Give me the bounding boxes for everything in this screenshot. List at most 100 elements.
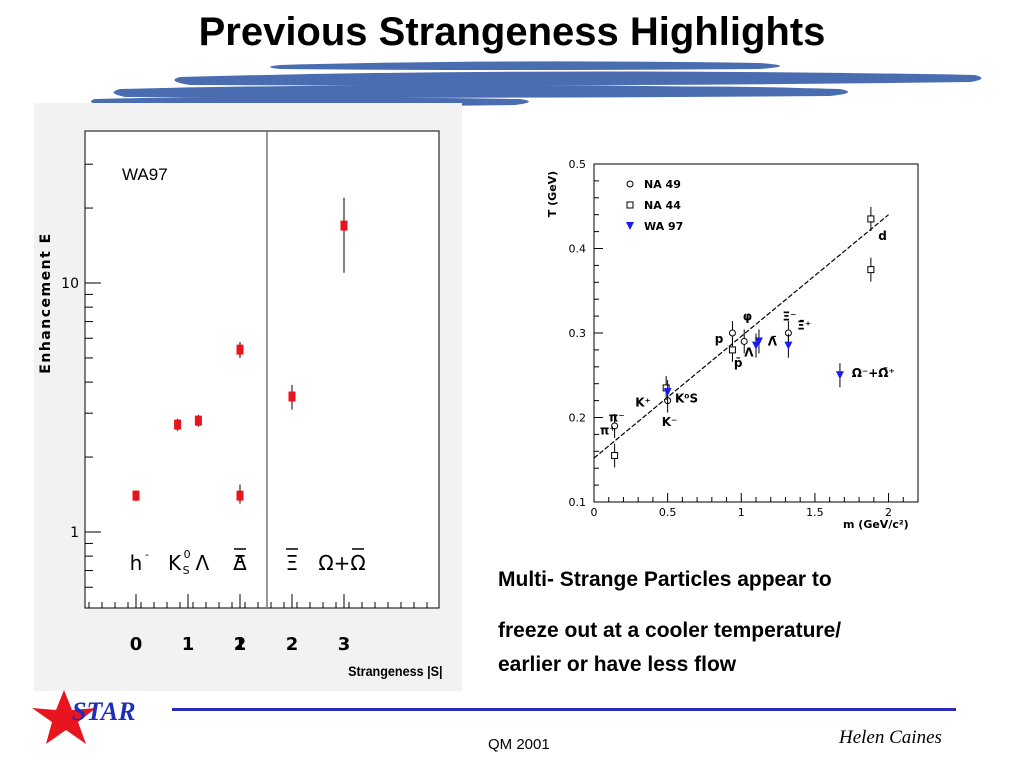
particle-label: Λ (233, 551, 247, 575)
data-point (132, 490, 140, 501)
particle-label: Ω⁻+Ω̄⁺ (852, 366, 895, 380)
temperature-plot-area (593, 163, 919, 503)
particle-label-superscript: - (145, 548, 149, 561)
particle-label: Ω+Ω (318, 551, 365, 575)
particle-label: π⁺ (600, 423, 616, 437)
particle-label: K⁺ (635, 396, 651, 410)
footer-rule (172, 708, 956, 711)
na49-point (611, 422, 619, 430)
x-tick-label: 1 (182, 634, 195, 655)
particle-label: Ξ (286, 551, 299, 575)
particle-label: Ξ̄⁺ (797, 319, 811, 333)
particle-label: φ (743, 309, 752, 323)
y-tick-label: 0.4 (569, 243, 587, 256)
y-tick-label: 1 (70, 525, 79, 541)
y-tick-label: 0.2 (569, 412, 587, 425)
enhancement-chart-frame (84, 130, 440, 609)
na49-point (740, 337, 748, 345)
temperature-vs-mass-chart: 0 0.5 1 1.5 2 0.1 0.2 0.3 0.4 0.5 π⁺π⁻ K⁺ K⁰S K⁻ p p̄ φ… (530, 150, 930, 530)
decorative-brush-strokes (91, 61, 982, 107)
legend-entry: NA 44 (644, 199, 681, 212)
x-tick-label: 1 (234, 634, 247, 655)
temperature-chart-ticks (593, 163, 919, 503)
x-tick-label: 3 (338, 634, 351, 655)
na44-point (728, 346, 736, 354)
wa97-annotation: WA97 (122, 165, 168, 184)
particle-label: Ξ (234, 551, 247, 575)
temperature-chart-fit-line (593, 214, 889, 459)
particle-label: Ξ⁻ (783, 309, 797, 323)
enhancement-x-tick-labels: 0 1 21 2 3 (130, 634, 351, 655)
wa97-point (663, 388, 672, 397)
enhancement-y-axis-label: Enhancement E (38, 232, 54, 373)
particle-label: Λ̄ (768, 335, 778, 349)
enhancement-plot-area (84, 130, 440, 609)
linear-fit (593, 214, 889, 459)
particle-label: Λ (744, 346, 754, 360)
temperature-x-axis-label: m (GeV/c²) (843, 518, 909, 530)
wa97-point (835, 371, 844, 380)
wa97-point (752, 341, 760, 350)
particle-label-subscript: S (183, 564, 190, 577)
y-tick-label: 0.3 (569, 327, 587, 340)
enhancement-chart: Enhancement E WA97 Strangeness |S| 110 0… (34, 103, 462, 691)
particle-label: K⁻ (662, 415, 678, 429)
na49-point (728, 329, 736, 337)
x-tick-label: 1.5 (806, 506, 824, 519)
data-point (288, 391, 296, 402)
temperature-chart-tick-labels: 0 0.5 1 1.5 2 0.1 0.2 0.3 0.4 0.5 (569, 158, 893, 519)
particle-label: K (168, 551, 182, 575)
particle-label-superscript: 0 (184, 548, 191, 561)
y-tick-label: 0.1 (569, 496, 587, 509)
legend-circle-marker (626, 180, 634, 188)
data-point (174, 419, 182, 430)
na44-point (611, 452, 619, 460)
wa97-point (754, 337, 763, 346)
enhancement-x-axis-label: Strangeness |S| (348, 663, 442, 679)
y-tick-label: 0.5 (569, 158, 587, 171)
footer-author: Helen Caines (839, 727, 942, 748)
particle-label: h (130, 551, 143, 575)
enhancement-chart-points (132, 197, 348, 504)
legend-entry: NA 49 (644, 178, 681, 191)
footer-conference: QM 2001 (488, 736, 550, 753)
particle-label: p̄ (734, 356, 743, 370)
x-tick-label: 1 (738, 506, 745, 519)
temperature-chart-points (611, 206, 875, 468)
caption-line-2: freeze out at a cooler temperature/ (498, 619, 842, 642)
particle-label: π⁻ (609, 411, 625, 425)
data-point (340, 220, 348, 231)
x-tick-label: 0 (130, 634, 143, 655)
particle-label: p (715, 332, 724, 346)
data-point (236, 344, 244, 355)
legend-triangle-marker (626, 222, 634, 230)
na44-point (867, 266, 875, 274)
na44-point (867, 215, 875, 223)
particle-label: K⁰S (675, 391, 698, 405)
slide-title: Previous Strangeness Highlights (198, 10, 826, 54)
y-tick-label: 10 (61, 276, 79, 292)
star-icon (32, 690, 96, 744)
caption-line-1: Multi- Strange Particles appear to (498, 568, 832, 591)
enhancement-particle-labels: h - K 0S Λ ΞΛ Ξ Ω+Ω (130, 548, 366, 577)
star-logo-text: STAR (72, 697, 136, 726)
particle-label: d (878, 229, 887, 243)
legend-entry: WA 97 (644, 220, 683, 233)
temperature-chart-particle-labels: π⁺π⁻ K⁺ K⁰S K⁻ p p̄ φ Λ Λ̄ Ξ⁻Ξ̄⁺ d Ω⁻+Ω̄⁺ (600, 229, 895, 437)
particle-label: Λ (196, 551, 210, 575)
x-tick-label: 0.5 (659, 506, 677, 519)
x-tick-label: 0 (591, 506, 598, 519)
x-tick-label: 2 (286, 634, 299, 655)
temperature-chart-frame (593, 163, 919, 503)
temperature-y-axis-label: T (GeV) (546, 171, 559, 217)
wa97-point (784, 341, 793, 350)
star-logo: STAR (32, 690, 136, 744)
temperature-chart-legend: NA 49 NA 44 WA 97 (626, 178, 683, 233)
data-point (236, 490, 244, 501)
caption-line-3: earlier or have less flow (498, 653, 737, 676)
legend-square-marker (626, 201, 634, 209)
x-tick-label: 2 (885, 506, 892, 519)
x-tick-label: 2 (234, 634, 247, 655)
data-point (194, 415, 202, 426)
enhancement-chart-ticks (85, 163, 428, 608)
